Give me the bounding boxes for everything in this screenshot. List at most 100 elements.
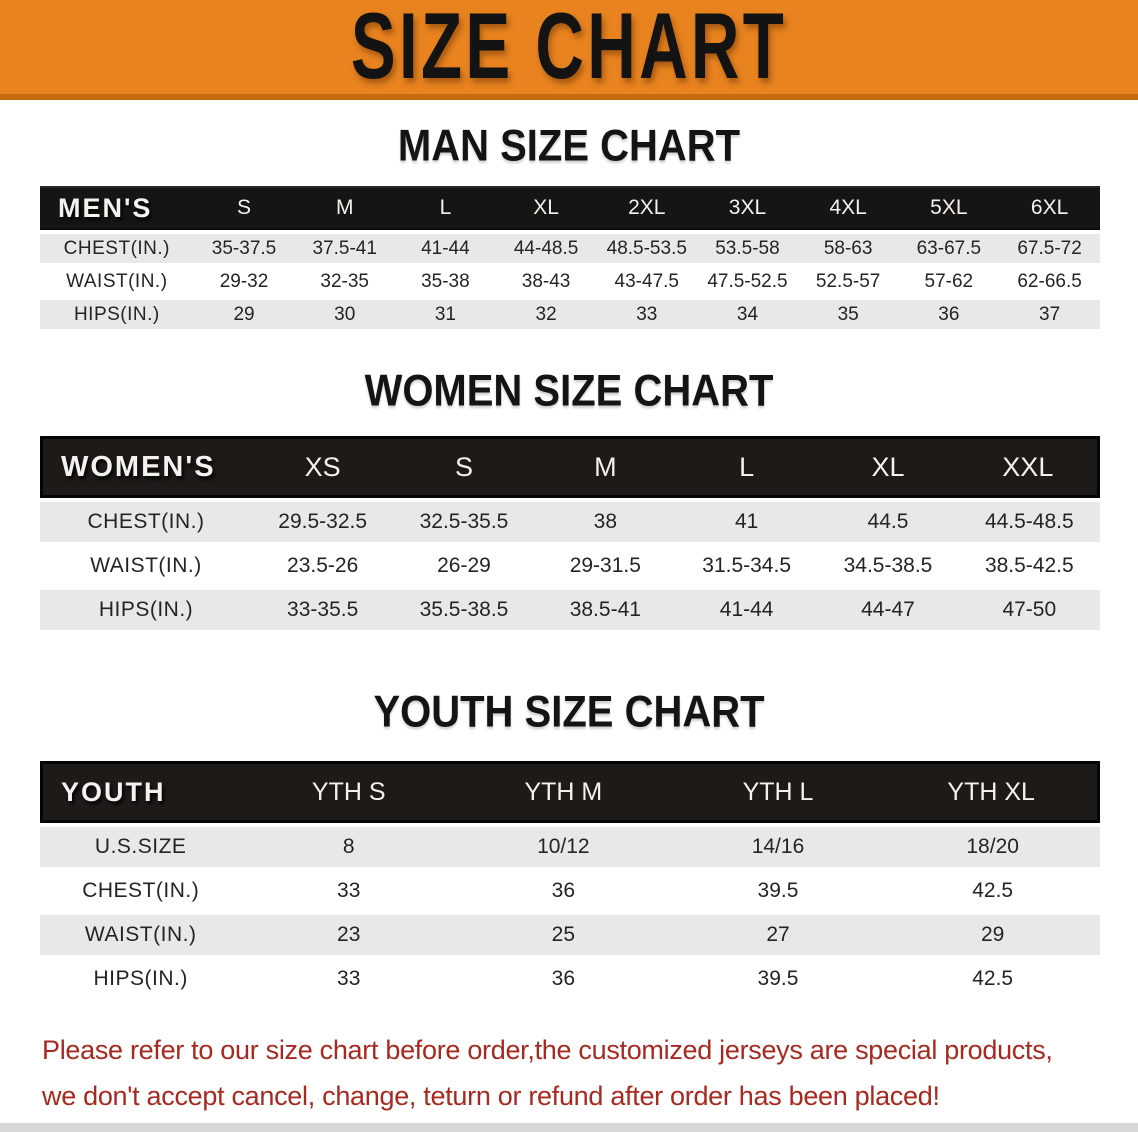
column-header: XL [817, 436, 959, 498]
value-cell: 29-32 [193, 263, 295, 296]
size-table: MEN'S S M L XL 2XL 3XL 4XL 5XL 6XL CHEST(IN.) 35-37… [40, 186, 1100, 329]
table-row: HIPS(IN.) 33 36 39.5 42.5 [40, 955, 1100, 999]
table-body: U.S.SIZE 8 10/12 14/16 18/20 CHEST(IN.) 33 36 39… [40, 823, 1100, 999]
disclaimer-line-1: Please refer to our size chart before or… [42, 1035, 1053, 1065]
value-cell: 57-62 [898, 263, 1000, 296]
row-label: WAIST(IN.) [40, 542, 252, 586]
value-cell: 39.5 [670, 955, 886, 999]
value-cell: 32-35 [294, 263, 396, 296]
value-cell: 8 [241, 823, 457, 867]
table-row: WAIST(IN.) 23 25 27 29 [40, 911, 1100, 955]
value-cell: 33 [596, 296, 698, 329]
value-cell: 44.5-48.5 [958, 498, 1100, 542]
table-body: CHEST(IN.) 29.5-32.5 32.5-35.5 38 41 44.5 44.5… [40, 498, 1100, 630]
table-row: CHEST(IN.) 29.5-32.5 32.5-35.5 38 41 44.5 44.5… [40, 498, 1100, 542]
value-cell: 26-29 [393, 542, 535, 586]
value-cell: 62-66.5 [999, 263, 1100, 296]
value-cell: 52.5-57 [797, 263, 899, 296]
value-cell: 37.5-41 [294, 230, 396, 263]
value-cell: 43-47.5 [596, 263, 698, 296]
value-cell: 48.5-53.5 [596, 230, 698, 263]
value-cell: 29 [193, 296, 295, 329]
value-cell: 31.5-34.5 [675, 542, 818, 586]
value-cell: 63-67.5 [898, 230, 1000, 263]
column-header: 4XL [797, 186, 899, 230]
value-cell: 27 [670, 911, 886, 955]
table-header-row: YOUTH YTH S YTH M YTH L YTH XL [40, 761, 1100, 823]
value-cell: 42.5 [885, 867, 1100, 911]
value-cell: 36 [456, 867, 671, 911]
size-table: WOMEN'S XS S M L XL XXL CHEST(IN.) 29.5-32.5 32.5… [40, 436, 1100, 630]
row-label: WAIST(IN.) [40, 911, 242, 955]
value-cell: 23.5-26 [252, 542, 394, 586]
value-cell: 23 [241, 911, 457, 955]
column-header: S [393, 436, 535, 498]
size-section: MAN SIZE CHART MEN'S S M L XL 2XL 3XL 4XL 5XL 6XL C… [0, 121, 1138, 329]
table-row: CHEST(IN.) 35-37.5 37.5-41 41-44 44-48.5 48.5… [40, 230, 1100, 263]
row-label: CHEST(IN.) [40, 498, 252, 542]
banner-title: SIZE CHART [350, 0, 788, 99]
value-cell: 33-35.5 [252, 586, 394, 630]
row-label: U.S.SIZE [40, 823, 242, 867]
bottom-strip [0, 1123, 1138, 1132]
column-header: 3XL [697, 186, 798, 230]
corner-label: YOUTH [40, 761, 242, 823]
column-header: YTH XL [885, 761, 1100, 823]
sections-container: MAN SIZE CHART MEN'S S M L XL 2XL 3XL 4XL 5XL 6XL C… [0, 121, 1138, 999]
value-cell: 44.5 [817, 498, 959, 542]
column-header: XXL [958, 436, 1100, 498]
table-row: WAIST(IN.) 23.5-26 26-29 29-31.5 31.5-34.5 34… [40, 542, 1100, 586]
table-header-row: WOMEN'S XS S M L XL XXL [40, 436, 1100, 498]
value-cell: 67.5-72 [999, 230, 1100, 263]
value-cell: 44-47 [817, 586, 959, 630]
column-header: S [193, 186, 295, 230]
value-cell: 58-63 [797, 230, 899, 263]
size-section: YOUTH SIZE CHART YOUTH YTH S YTH M YTH L YTH … [0, 687, 1138, 999]
table-header: YOUTH YTH S YTH M YTH L YTH XL [40, 761, 1100, 823]
size-section: WOMEN SIZE CHART WOMEN'S XS S M L XL XXL CHEST(I… [0, 366, 1138, 630]
value-cell: 41-44 [675, 586, 818, 630]
value-cell: 29.5-32.5 [252, 498, 394, 542]
value-cell: 39.5 [670, 867, 886, 911]
value-cell: 36 [456, 955, 671, 999]
value-cell: 41 [675, 498, 818, 542]
value-cell: 38.5-41 [534, 586, 676, 630]
row-label: HIPS(IN.) [40, 955, 242, 999]
value-cell: 29-31.5 [534, 542, 676, 586]
column-header: YTH S [241, 761, 457, 823]
column-header: YTH L [670, 761, 886, 823]
column-header: M [294, 186, 396, 230]
section-title: YOUTH SIZE CHART [373, 687, 765, 737]
value-cell: 36 [898, 296, 1000, 329]
table-row: CHEST(IN.) 33 36 39.5 42.5 [40, 867, 1100, 911]
value-cell: 34.5-38.5 [817, 542, 959, 586]
value-cell: 34 [697, 296, 798, 329]
value-cell: 10/12 [456, 823, 671, 867]
value-cell: 38-43 [495, 263, 597, 296]
value-cell: 37 [999, 296, 1100, 329]
value-cell: 44-48.5 [495, 230, 597, 263]
table-row: HIPS(IN.) 33-35.5 35.5-38.5 38.5-41 41-44 44-… [40, 586, 1100, 630]
value-cell: 29 [885, 911, 1100, 955]
value-cell: 47-50 [958, 586, 1100, 630]
disclaimer-line-2: we don't accept cancel, change, teturn o… [42, 1081, 940, 1111]
table-header: WOMEN'S XS S M L XL XXL [40, 436, 1100, 498]
value-cell: 35-37.5 [193, 230, 295, 263]
row-label: CHEST(IN.) [40, 230, 194, 263]
value-cell: 35.5-38.5 [393, 586, 535, 630]
disclaimer: Please refer to our size chart before or… [42, 1027, 1138, 1119]
section-title: WOMEN SIZE CHART [364, 366, 774, 416]
table-row: U.S.SIZE 8 10/12 14/16 18/20 [40, 823, 1100, 867]
size-table: YOUTH YTH S YTH M YTH L YTH XL U.S.SIZE 8 10/12… [40, 761, 1100, 999]
value-cell: 42.5 [885, 955, 1100, 999]
value-cell: 38 [534, 498, 676, 542]
value-cell: 47.5-52.5 [697, 263, 798, 296]
column-header: L [675, 436, 818, 498]
row-label: HIPS(IN.) [40, 586, 252, 630]
value-cell: 30 [294, 296, 396, 329]
value-cell: 33 [241, 955, 457, 999]
value-cell: 18/20 [885, 823, 1100, 867]
corner-label: MEN'S [40, 186, 194, 230]
value-cell: 33 [241, 867, 457, 911]
